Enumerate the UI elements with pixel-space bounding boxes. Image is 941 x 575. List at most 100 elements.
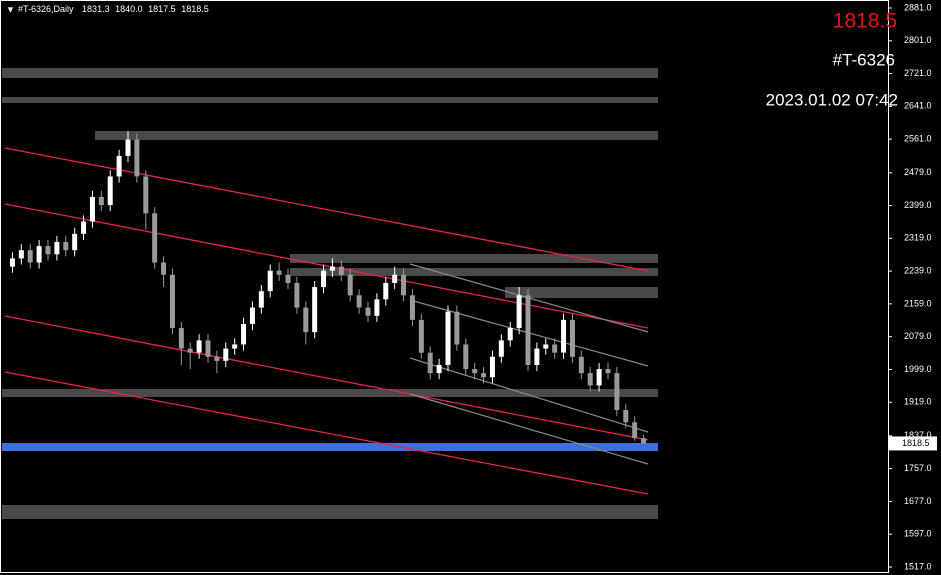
candle-body <box>418 319 424 353</box>
candle-body <box>481 373 487 378</box>
y-tick-label: 2239.0 <box>904 265 932 275</box>
candle-body <box>383 282 389 300</box>
candle-body <box>641 438 647 444</box>
candle-body <box>81 221 87 234</box>
y-tick-label: 1919.0 <box>904 397 932 407</box>
trend-line <box>4 147 649 272</box>
y-tick-label: 2479.0 <box>904 167 932 177</box>
candle-body <box>623 410 629 423</box>
candle-body <box>98 196 104 206</box>
y-tick-label: 2079.0 <box>904 331 932 341</box>
candle-body <box>187 348 193 353</box>
candle-body <box>489 356 495 378</box>
zone <box>2 68 658 78</box>
candle-body <box>276 270 282 275</box>
time-display: 2023.01.02 07:42 <box>766 90 898 109</box>
y-tick-label: 2319.0 <box>904 233 932 243</box>
candle-body <box>516 295 522 329</box>
y-tick-label: 2641.0 <box>904 101 932 111</box>
candle-body <box>445 311 451 365</box>
y-tick-label: 1837.0 <box>904 430 932 440</box>
candle-body <box>543 344 549 349</box>
zone <box>2 505 658 519</box>
candle-body <box>463 344 469 370</box>
candle-body <box>454 311 460 345</box>
candle-body <box>125 139 131 156</box>
ohlc-close: 1818.5 <box>181 4 209 14</box>
candle-body <box>401 274 407 296</box>
candle-body <box>347 274 353 296</box>
candle-body <box>374 299 380 316</box>
candle-body <box>214 356 220 361</box>
y-tick-label: 1517.0 <box>904 561 932 571</box>
candle-body <box>258 291 264 308</box>
candle-body <box>178 328 184 349</box>
symbol-display: #T-6326 <box>833 50 895 69</box>
candle-body <box>632 422 638 439</box>
candle-body <box>27 250 33 263</box>
candle-body <box>107 176 113 206</box>
candle-body <box>614 373 620 411</box>
candle-body <box>18 250 24 259</box>
candle-body <box>294 282 300 308</box>
candle-body <box>196 340 202 353</box>
y-tick-label: 2159.0 <box>904 298 932 308</box>
y-tick-label: 1757.0 <box>904 463 932 473</box>
zone <box>2 389 658 397</box>
candle-body <box>338 266 344 275</box>
zone <box>2 97 658 103</box>
y-tick-label: 1597.0 <box>904 529 932 539</box>
ohlc-low: 1817.5 <box>148 4 176 14</box>
trend-line <box>409 393 649 465</box>
zone <box>95 131 658 140</box>
plot-frame <box>0 0 889 573</box>
current-price-tag <box>889 436 937 451</box>
candle-body <box>578 356 584 374</box>
candle-body <box>267 270 273 292</box>
trend-line <box>409 357 649 433</box>
y-tick-label: 2801.0 <box>904 35 932 45</box>
candle-body <box>596 369 602 386</box>
price-display: 1818.5 <box>833 10 897 33</box>
trend-line <box>4 371 649 495</box>
zone <box>290 268 658 276</box>
candle-body <box>561 319 567 353</box>
candle-body <box>134 139 140 177</box>
y-tick-label: 1677.0 <box>904 496 932 506</box>
candle-body <box>116 155 122 177</box>
candle-body <box>54 242 60 255</box>
candle-body <box>285 274 291 283</box>
candle-body <box>409 295 415 320</box>
ohlc-open: 1831.3 <box>82 4 110 14</box>
support-line <box>2 443 658 451</box>
ohlc-high: 1840.0 <box>115 4 143 14</box>
candle-body <box>36 246 42 263</box>
symbol: #T-6326,Daily <box>18 4 74 14</box>
candle-body <box>365 307 371 316</box>
trend-line <box>4 315 649 441</box>
candle-body <box>303 307 309 333</box>
channel-red <box>4 147 649 495</box>
candle-body <box>72 233 78 251</box>
candle-body <box>498 340 504 357</box>
candle-body <box>356 295 362 308</box>
candle-body <box>249 307 255 324</box>
zone <box>505 287 658 298</box>
candle-body <box>587 373 593 386</box>
zones <box>2 68 658 519</box>
candle-body <box>169 274 175 329</box>
y-tick-label: 2721.0 <box>904 68 932 78</box>
candle-body <box>9 258 15 267</box>
candle-body <box>552 344 558 353</box>
candle-body <box>507 328 513 341</box>
candle-body <box>232 344 238 349</box>
candle-body <box>89 196 95 222</box>
y-tick-label: 2561.0 <box>904 134 932 144</box>
trend-line <box>4 203 649 329</box>
candle-body <box>605 369 611 374</box>
candle-body <box>392 274 398 283</box>
y-tick-label: 2399.0 <box>904 200 932 210</box>
candle-body <box>45 246 51 255</box>
candle-body <box>143 176 149 214</box>
